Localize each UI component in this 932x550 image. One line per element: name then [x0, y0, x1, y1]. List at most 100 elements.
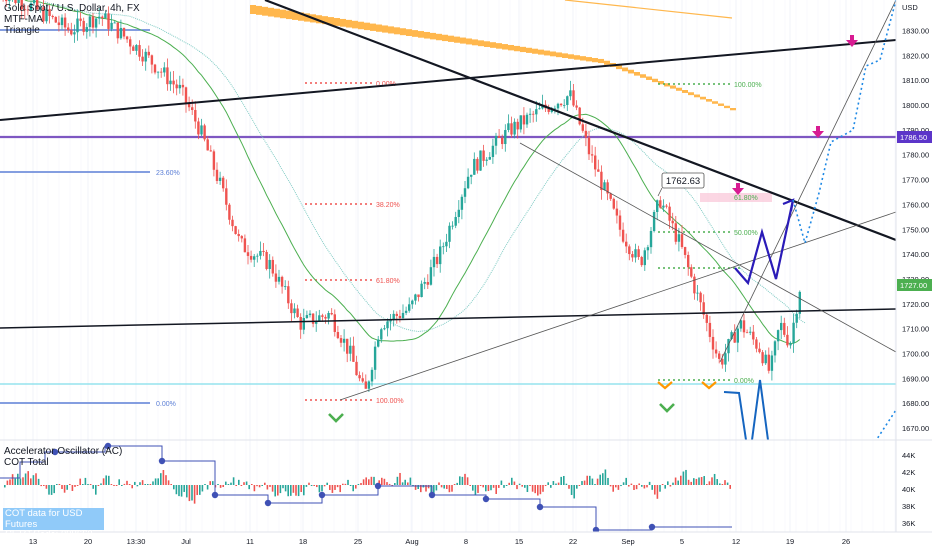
candle-body — [773, 341, 777, 356]
oscillator-bar — [357, 484, 360, 485]
symbol-title[interactable]: Gold Spot / U.S. Dollar, 4h, FX — [4, 3, 140, 14]
candle-body — [392, 313, 395, 320]
indicator-ac[interactable]: Accelerator Oscillator (AC) — [4, 446, 123, 457]
candle-body — [665, 205, 668, 207]
oscillator-bar — [453, 484, 456, 485]
time-tick-label: 18 — [299, 537, 307, 546]
orange-band-segment — [256, 5, 262, 15]
candle-body — [451, 225, 454, 227]
oscillator-bar — [131, 485, 133, 489]
oscillator-bar — [97, 485, 100, 486]
candle-body — [373, 346, 377, 370]
indicator-triangle[interactable]: Triangle — [4, 25, 40, 36]
oscillator-axis[interactable]: 44K 42K 40K 38K 36K — [902, 451, 915, 528]
oscillator-bar — [251, 484, 253, 485]
flat-support-trendline — [0, 308, 896, 329]
oscillator-bar — [308, 482, 310, 485]
candle-body — [683, 247, 687, 255]
oscillator-bar — [435, 485, 438, 491]
time-axis[interactable]: 13 20 13:30 Jul 11 18 25 Aug 8 15 22 Sep 5 12 19 26 — [29, 537, 850, 546]
candle-body — [615, 208, 619, 216]
orange-band-segment — [550, 51, 556, 57]
oscillator-bar — [700, 477, 703, 485]
oscillator-bar — [703, 476, 705, 485]
orange-band-segment — [334, 18, 340, 26]
oscillator-bar — [238, 479, 240, 485]
oscillator-bar — [227, 484, 230, 485]
oscillator-bar — [256, 485, 258, 487]
candle-body — [91, 16, 95, 28]
candle-body — [17, 0, 20, 4]
candle-body — [656, 200, 659, 212]
oscillator-tick-label: 36K — [902, 519, 915, 528]
oscillator-bar — [66, 485, 68, 490]
orange-band-segment — [358, 21, 364, 30]
candle-body — [212, 151, 216, 170]
oscillator-bar — [581, 481, 583, 485]
oscillator-bar — [76, 485, 79, 486]
oscillator-bar — [183, 485, 185, 492]
orange-band-segment — [286, 10, 292, 20]
candle-body — [755, 339, 758, 349]
oscillator-bar — [100, 483, 102, 485]
oscillator-bar — [685, 469, 687, 485]
oscillator-bar — [63, 485, 66, 493]
candle-body — [287, 286, 290, 304]
oscillator-bar — [667, 481, 669, 485]
orange-band-segment — [484, 41, 490, 47]
orange-band-segment — [652, 78, 658, 83]
candle-body — [249, 255, 253, 260]
oscillator-bar — [126, 480, 128, 485]
oscillator-bar — [388, 483, 391, 485]
oscillator-bar — [248, 485, 250, 490]
candle-body — [197, 121, 200, 135]
candle-body — [147, 51, 150, 56]
oscillator-bar — [643, 485, 646, 489]
indicator-mtf-ma[interactable]: MTF-MA — [4, 14, 43, 25]
oscillator-bar — [479, 485, 482, 486]
candle-body — [42, 7, 45, 22]
candle-body — [730, 332, 733, 340]
oscillator-bar — [300, 485, 302, 492]
indicator-cot[interactable]: COT Total — [4, 457, 49, 468]
candle-body — [553, 108, 557, 110]
chevron-down-icon — [659, 403, 675, 413]
orange-band-segment — [460, 37, 466, 44]
time-tick-label: Jul — [181, 537, 191, 546]
time-tick-label: 26 — [842, 537, 850, 546]
oscillator-bar — [573, 485, 575, 499]
orange-band-segment — [730, 108, 736, 111]
orange-band-segment — [658, 81, 664, 85]
oscillator-bar — [448, 485, 451, 493]
oscillator-bar — [113, 485, 115, 486]
candle-body — [268, 259, 271, 269]
cot-info-box: COT data for USD Futures CFTC Code: 0986… — [3, 508, 104, 540]
price-tick-label: 1720.00 — [902, 300, 929, 309]
oscillator-bar — [547, 482, 549, 485]
candle-body — [191, 107, 194, 110]
oscillator-bar — [9, 479, 11, 485]
candle-body — [609, 193, 612, 199]
candle-body — [411, 300, 414, 305]
oscillator-bar — [656, 485, 659, 499]
candle-body — [88, 16, 92, 28]
orange-band-segment — [364, 22, 370, 31]
oscillator-bar — [134, 481, 136, 485]
oscillator-bar — [487, 485, 490, 492]
candle-body — [54, 17, 57, 23]
oscillator-bar — [45, 485, 48, 489]
candle-body — [736, 328, 739, 343]
orange-band-segment — [568, 54, 574, 59]
candle-body — [339, 338, 343, 343]
oscillator-bar — [654, 485, 656, 495]
oscillator-bar — [396, 476, 399, 485]
oscillator-bar — [326, 482, 328, 485]
oscillator-bar — [557, 482, 560, 485]
oscillator-bar — [461, 476, 464, 485]
oscillator-bar — [136, 485, 139, 487]
orange-band-segment — [712, 101, 718, 104]
orange-band-segment — [400, 28, 406, 36]
candle-body — [296, 308, 299, 317]
oscillator-bar — [344, 483, 347, 485]
